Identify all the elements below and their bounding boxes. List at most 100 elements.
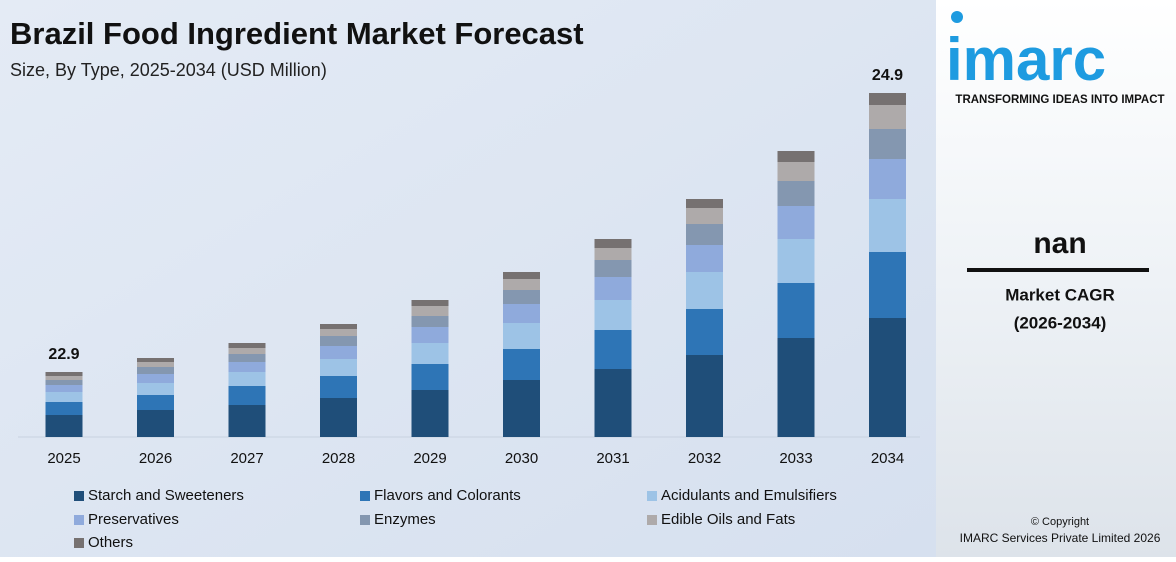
bar-segment: [411, 364, 449, 390]
legend-swatch: [74, 515, 84, 525]
bar-segment: [411, 306, 449, 316]
bar-segment: [777, 206, 815, 239]
legend-label: Flavors and Colorants: [374, 487, 521, 504]
bar-segment: [320, 376, 357, 398]
bar-segment: [228, 348, 266, 354]
bar-segment: [320, 336, 357, 346]
legend-label: Acidulants and Emulsifiers: [661, 487, 837, 504]
bar-segment: [869, 105, 906, 129]
bar-segment: [869, 199, 906, 252]
chart-subtitle: Size, By Type, 2025-2034 (USD Million): [10, 60, 327, 80]
bar-segment: [777, 162, 815, 181]
bar-segment: [686, 199, 723, 208]
bar-segment: [320, 329, 357, 336]
cagr-rule: [967, 268, 1149, 272]
bar-segment: [137, 367, 174, 374]
legend-swatch: [360, 515, 370, 525]
x-tick-label: 2031: [596, 450, 629, 467]
bar-segment: [777, 283, 815, 338]
tagline: TRANSFORMING IDEAS INTO IMPACT: [955, 94, 1164, 106]
cagr-value: nan: [1033, 227, 1086, 260]
bar-segment: [228, 354, 266, 362]
bar-segment: [320, 346, 357, 359]
bar-segment: [777, 181, 815, 206]
legend-label: Starch and Sweeteners: [88, 487, 244, 504]
bar-segment: [503, 323, 540, 349]
x-tick-label: 2033: [779, 450, 812, 467]
bar-segment: [869, 318, 906, 437]
bar-segment: [411, 390, 449, 437]
bar-segment: [686, 224, 723, 245]
bar-segment: [228, 372, 266, 386]
cagr-period: (2026-2034): [1014, 313, 1107, 332]
bar-segment: [45, 392, 83, 402]
bar-segment: [594, 369, 632, 437]
bar-segment: [45, 385, 83, 392]
legend-swatch: [647, 491, 657, 501]
total-label: 22.9: [48, 346, 79, 363]
bar-segment: [594, 330, 632, 369]
bar-segment: [869, 93, 906, 105]
bar-segment: [411, 327, 449, 343]
x-tick-label: 2034: [871, 450, 904, 467]
bar-segment: [503, 304, 540, 323]
x-tick-label: 2032: [688, 450, 721, 467]
total-label: 24.9: [872, 67, 903, 84]
bar-segment: [45, 380, 83, 385]
chart-title: Brazil Food Ingredient Market Forecast: [10, 16, 584, 51]
legend-label: Edible Oils and Fats: [661, 511, 795, 528]
bar-segment: [411, 300, 449, 306]
bar-segment: [777, 239, 815, 283]
bar-segment: [594, 277, 632, 300]
bar-segment: [503, 272, 540, 279]
legend-swatch: [647, 515, 657, 525]
bar-segment: [411, 316, 449, 327]
bar-segment: [686, 245, 723, 272]
bar-segment: [686, 208, 723, 224]
x-tick-label: 2026: [139, 450, 172, 467]
bar-segment: [137, 410, 174, 437]
bar-segment: [869, 129, 906, 159]
legend-label: Preservatives: [88, 511, 179, 528]
logo: imarc: [946, 26, 1106, 93]
bar-segment: [686, 272, 723, 309]
legend-label: Enzymes: [374, 511, 436, 528]
bar-segment: [320, 398, 357, 437]
bar-segment: [45, 402, 83, 415]
bar-segment: [320, 359, 357, 376]
bar-segment: [45, 415, 83, 437]
bar-segment: [869, 252, 906, 318]
bar-segment: [45, 376, 83, 380]
bar-segment: [686, 355, 723, 437]
bar-segment: [594, 260, 632, 277]
bar-segment: [777, 338, 815, 437]
sidebar-background: [936, 0, 1176, 557]
logo-dot: [951, 11, 963, 23]
bar-segment: [320, 324, 357, 329]
bar-segment: [503, 279, 540, 290]
bar-segment: [503, 349, 540, 380]
bar-segment: [228, 405, 266, 437]
bar-segment: [594, 300, 632, 330]
legend-swatch: [360, 491, 370, 501]
bar-segment: [137, 374, 174, 383]
bar-segment: [137, 358, 174, 362]
bar-segment: [594, 248, 632, 260]
cagr-label: Market CAGR: [1005, 285, 1115, 304]
bar-segment: [137, 395, 174, 410]
copyright: © Copyright: [1031, 516, 1089, 528]
bar-segment: [228, 362, 266, 372]
x-tick-label: 2028: [322, 450, 355, 467]
bar-segment: [777, 151, 815, 162]
x-tick-label: 2029: [413, 450, 446, 467]
x-tick-label: 2030: [505, 450, 538, 467]
x-tick-label: 2025: [47, 450, 80, 467]
bar-segment: [137, 383, 174, 395]
x-tick-label: 2027: [230, 450, 263, 467]
bar-segment: [594, 239, 632, 248]
legend-swatch: [74, 538, 84, 548]
legend-label: Others: [88, 534, 133, 551]
legend-swatch: [74, 491, 84, 501]
bar-segment: [228, 386, 266, 405]
bar-segment: [503, 290, 540, 304]
